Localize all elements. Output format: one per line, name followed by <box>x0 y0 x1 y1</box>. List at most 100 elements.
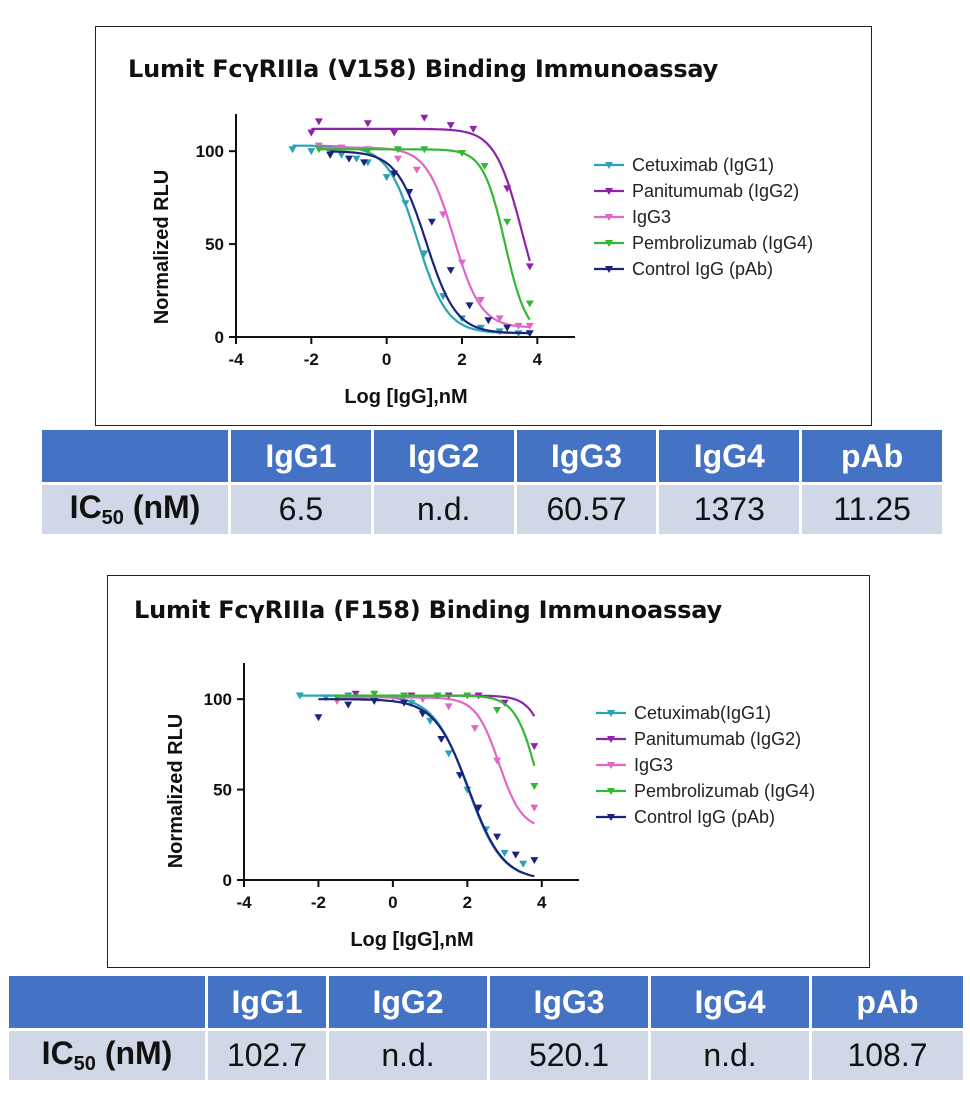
data-point <box>465 302 474 310</box>
data-point <box>420 146 429 154</box>
data-point <box>360 159 369 167</box>
data-point <box>401 200 410 208</box>
data-point <box>426 717 435 725</box>
y-tick-label: 100 <box>204 690 232 709</box>
ic50-value-pab: 11.25 <box>802 485 942 534</box>
data-point <box>444 703 453 711</box>
header-empty-cell <box>9 976 205 1031</box>
series-igg3 <box>333 694 539 825</box>
data-point <box>530 804 539 812</box>
data-point <box>500 849 509 857</box>
data-point <box>530 743 539 751</box>
data-point <box>484 317 493 325</box>
x-tick-label: 2 <box>457 350 466 369</box>
series-igg3 <box>314 142 534 330</box>
legend-swatch-marker <box>605 162 613 169</box>
ic50-header-row: IgG1 IgG2 IgG3 IgG4 pAb <box>42 430 942 485</box>
data-point <box>307 129 316 137</box>
legend-label: IgG3 <box>634 755 673 775</box>
legend-swatch-marker <box>607 736 615 743</box>
ic50-row-label: IC50 (nM) <box>42 485 228 534</box>
legend-label: Panitumumab (IgG2) <box>634 729 801 749</box>
header-pab: pAb <box>802 430 942 485</box>
data-point <box>390 170 399 178</box>
ic50-value-pab: 108.7 <box>812 1031 963 1080</box>
legend-swatch-marker <box>607 814 615 821</box>
y-axis-label: Normalized RLU <box>151 170 173 324</box>
x-tick-label: -2 <box>304 350 319 369</box>
legend-label: IgG3 <box>632 207 671 227</box>
legend-swatch-marker <box>607 710 615 717</box>
data-point <box>393 155 402 163</box>
header-igg3: IgG3 <box>516 430 657 485</box>
data-point <box>337 144 346 152</box>
data-point <box>351 690 360 698</box>
legend-label: Control IgG (pAb) <box>634 807 775 827</box>
data-point <box>393 146 402 154</box>
legend-item-pembrolizumab-igg4: Pembrolizumab (IgG4) <box>596 781 815 801</box>
data-point <box>390 129 399 137</box>
legend-label: Panitumumab (IgG2) <box>632 181 799 201</box>
data-point <box>314 146 323 154</box>
fit-curve <box>330 150 530 335</box>
fit-curve <box>318 698 535 878</box>
legend-item-panitumumab-igg2: Panitumumab (IgG2) <box>594 181 799 201</box>
ic50-header-row: IgG1 IgG2 IgG3 IgG4 pAb <box>9 976 963 1031</box>
data-point <box>470 725 479 733</box>
data-point <box>480 163 489 171</box>
series-pembrolizumab-igg4 <box>314 146 534 321</box>
legend-item-panitumumab-igg2: Panitumumab (IgG2) <box>596 729 801 749</box>
legend-label: Cetuximab (IgG1) <box>632 155 774 175</box>
legend-label: Pembrolizumab (IgG4) <box>634 781 815 801</box>
data-point <box>525 263 534 271</box>
y-tick-label: 50 <box>213 781 232 800</box>
ic50-value-row: IC50 (nM) 6.5 n.d. 60.57 1373 11.25 <box>42 485 942 534</box>
data-point <box>337 151 346 159</box>
chart-panel-f158: Lumit FcγRIIIa (F158) Binding Immunoassa… <box>107 575 870 968</box>
data-point <box>503 185 512 193</box>
data-point <box>503 218 512 226</box>
data-point <box>326 151 335 159</box>
fit-curve <box>337 696 535 825</box>
y-tick-label: 0 <box>223 871 232 890</box>
legend-item-igg3: IgG3 <box>594 207 671 227</box>
fit-curve <box>311 127 531 262</box>
ic50-value-igg1: 6.5 <box>231 485 371 534</box>
data-point <box>363 148 372 156</box>
header-igg3: IgG3 <box>490 976 648 1031</box>
data-point <box>503 324 512 332</box>
ic50-table-v158: IgG1 IgG2 IgG3 IgG4 pAb IC50 (nM) 6.5 n.… <box>39 430 945 534</box>
data-point <box>525 300 534 308</box>
data-point <box>400 699 409 707</box>
legend-item-igg3: IgG3 <box>596 755 673 775</box>
data-point <box>418 710 427 718</box>
data-point <box>400 692 409 700</box>
data-point <box>493 707 502 715</box>
data-point <box>514 322 523 330</box>
data-point <box>463 692 472 700</box>
ic50-value-igg2: n.d. <box>329 1031 487 1080</box>
data-point <box>321 694 330 702</box>
data-point <box>458 150 466 158</box>
data-point <box>469 125 478 133</box>
data-point <box>444 750 453 758</box>
data-point <box>370 690 379 698</box>
data-point <box>493 833 502 841</box>
legend-swatch-marker <box>605 214 613 221</box>
data-point <box>288 146 297 154</box>
legend-label: Pembrolizumab (IgG4) <box>632 233 813 253</box>
axes: -4 -2 0 2 4 0 50 100 <box>196 114 575 369</box>
fit-curve <box>318 146 530 329</box>
header-pab: pAb <box>812 976 963 1031</box>
data-point <box>307 148 316 156</box>
x-tick-label: 0 <box>388 893 397 912</box>
series-cetuximab-igg1 <box>288 144 523 338</box>
data-point <box>519 860 528 868</box>
legend-swatch-marker <box>607 762 615 769</box>
data-point <box>458 259 466 267</box>
data-point <box>352 155 361 163</box>
data-point <box>345 155 353 163</box>
header-igg1: IgG1 <box>231 430 371 485</box>
legend-item-cetuximab-igg1: Cetuximab (IgG1) <box>594 155 774 175</box>
legend-swatch-marker <box>605 266 613 273</box>
